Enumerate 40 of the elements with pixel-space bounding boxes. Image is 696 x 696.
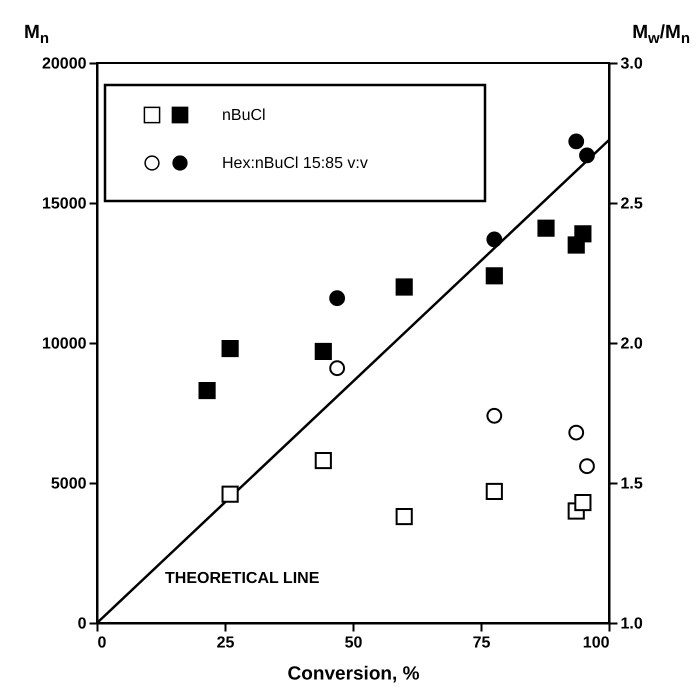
x-tick-label: 25 xyxy=(216,634,234,652)
y-tick-label: 5000 xyxy=(50,476,87,492)
y2-tick-label: 3.0 xyxy=(620,56,643,72)
point xyxy=(222,486,239,503)
x-tick-label: 50 xyxy=(344,634,362,652)
y2-tick-label: 2.5 xyxy=(620,196,643,212)
point xyxy=(579,458,595,474)
point xyxy=(537,220,555,237)
point xyxy=(329,360,346,376)
legend-label: nBuCl xyxy=(222,107,266,124)
y-tick-label: 0 xyxy=(78,616,87,632)
point xyxy=(574,494,592,512)
y2-tick-label: 1.5 xyxy=(620,476,643,492)
point xyxy=(574,225,592,242)
legend-label: Hex:nBuCl 15:85 v:v xyxy=(222,155,368,172)
point xyxy=(222,340,239,358)
series-label: THEORETICAL LINE xyxy=(165,570,320,587)
point xyxy=(486,267,503,284)
point xyxy=(568,134,584,150)
point xyxy=(198,382,216,400)
x-axis-title: Conversion, % xyxy=(288,664,420,684)
y2-axis-title: M$_{w}$/M$_{n}$ xyxy=(632,22,690,47)
point xyxy=(396,278,413,296)
x-tick-label: 100 xyxy=(582,634,610,652)
x-tick-label: 0 xyxy=(98,634,106,652)
y-axis-title: M$_{n}$ xyxy=(24,22,49,47)
y-tick-label: 10000 xyxy=(42,336,87,352)
point xyxy=(314,342,332,360)
y2-tick-label: 2.0 xyxy=(620,336,643,352)
point xyxy=(486,482,503,500)
point xyxy=(396,508,413,526)
point xyxy=(486,232,502,248)
point xyxy=(568,424,584,440)
y-tick-label: 15000 xyxy=(42,196,87,212)
point xyxy=(329,290,346,306)
point xyxy=(314,452,332,470)
point xyxy=(486,408,502,424)
x-tick-label: 75 xyxy=(472,634,490,652)
y-tick-label: 20000 xyxy=(42,56,87,72)
y2-tick-label: 1.0 xyxy=(620,616,643,632)
